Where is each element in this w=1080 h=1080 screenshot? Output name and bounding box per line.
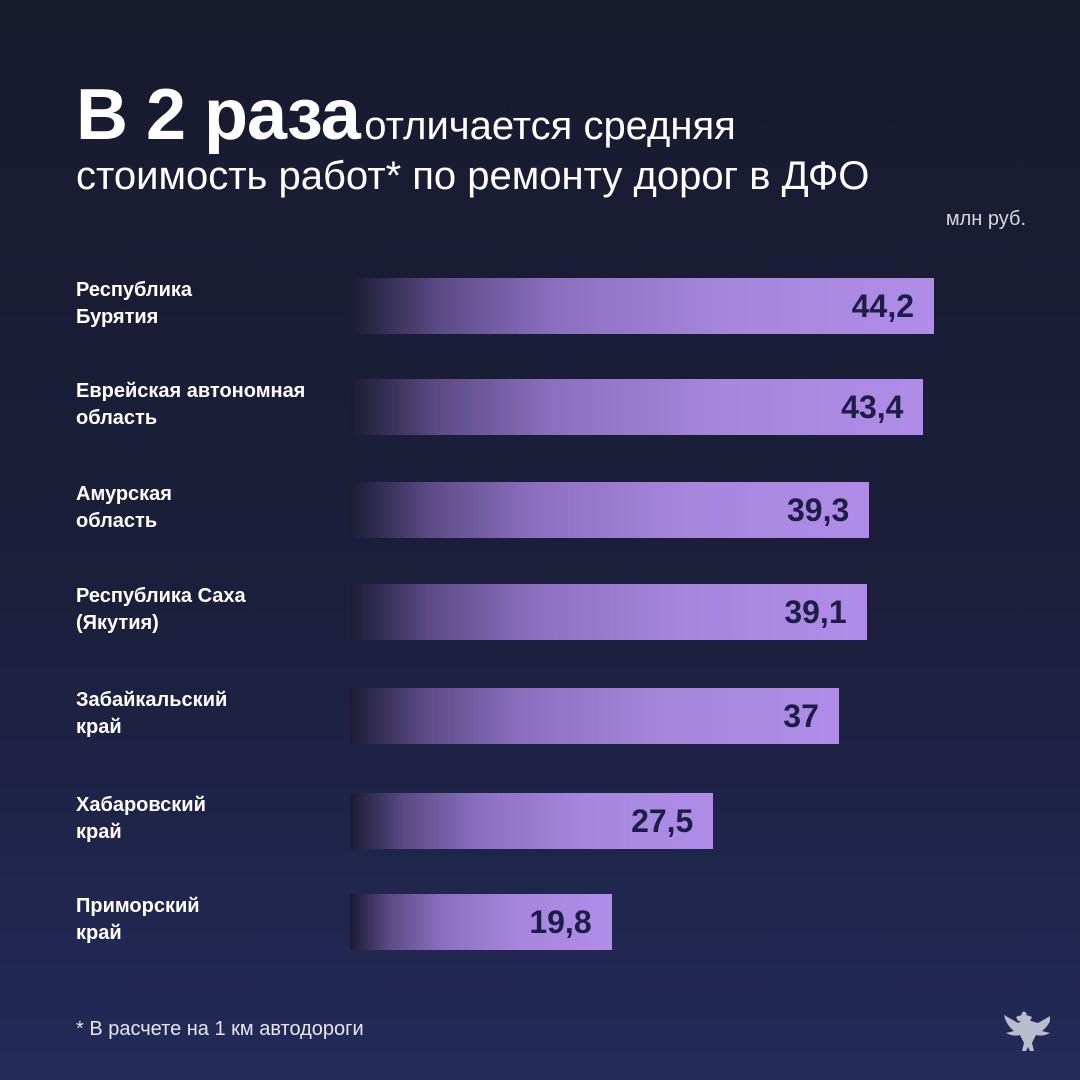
data-label: 44,2: [851, 288, 914, 324]
title-line2: стоимость работ* по ремонту дорог в ДФО: [76, 154, 870, 199]
title-highlight: В 2 раза: [76, 75, 361, 155]
category-label-line: край: [76, 821, 122, 843]
category-label: Хабаровский край: [76, 792, 346, 846]
category-label-line: Бурятия: [76, 306, 159, 328]
category-label: Амурская область: [76, 481, 346, 535]
data-label: 39,1: [784, 594, 847, 630]
category-label-line: (Якутия): [76, 612, 159, 634]
data-label: 37: [783, 698, 819, 734]
category-label: Республика Бурятия: [76, 277, 346, 331]
data-label: 43,4: [841, 389, 904, 425]
bar: 39,3: [350, 482, 870, 538]
category-label-line: Еврейская автономная: [76, 380, 306, 402]
category-label-line: край: [76, 716, 122, 738]
bar: 44,2: [350, 278, 934, 334]
bar: 19,8: [350, 894, 612, 950]
bar: 27,5: [350, 793, 714, 849]
footnote: * В расчете на 1 км автодороги: [76, 1018, 364, 1040]
category-label-line: область: [76, 510, 158, 532]
category-label-line: Хабаровский: [76, 794, 206, 816]
category-label: Забайкальский край: [76, 687, 346, 741]
category-label-line: Республика: [76, 279, 193, 301]
data-label: 27,5: [631, 803, 694, 839]
emblem-icon: [1004, 1011, 1050, 1051]
category-label-line: Республика Саха: [76, 585, 246, 607]
unit-label: млн руб.: [945, 208, 1026, 230]
category-label-line: область: [76, 407, 158, 429]
category-label-line: Забайкальский: [76, 689, 228, 711]
category-label-line: край: [76, 922, 122, 944]
chart-title: В 2 раза отличается средняя стоимость ра…: [76, 72, 1056, 200]
category-label-line: Приморский: [76, 895, 200, 917]
category-label: Еврейская автономная область: [76, 378, 346, 432]
category-label: Приморский край: [76, 893, 346, 947]
title-rest: отличается средняя: [364, 104, 736, 148]
data-label: 19,8: [529, 904, 592, 940]
bar: 39,1: [350, 584, 867, 640]
data-label: 39,3: [786, 492, 850, 528]
category-label-line: Амурская: [76, 483, 172, 505]
category-label: Республика Саха (Якутия): [76, 583, 346, 637]
bar: 37: [350, 688, 839, 744]
bar: 43,4: [350, 379, 924, 435]
